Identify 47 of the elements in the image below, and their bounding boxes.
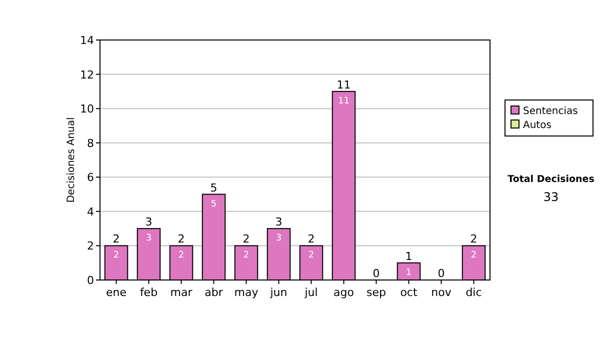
x-tick-label: ene [106, 286, 127, 299]
x-tick-label: jul [304, 286, 318, 299]
legend-label: Autos [523, 120, 552, 131]
total-label: 2 [112, 232, 120, 246]
total-label: 2 [308, 232, 315, 246]
y-tick-label: 8 [87, 136, 94, 150]
data-label: 2 [113, 250, 120, 261]
total-label: 0 [372, 267, 380, 280]
data-label: 2 [178, 250, 184, 261]
data-label: 2 [308, 250, 314, 261]
x-tick-label: may [234, 286, 259, 299]
y-tick-label: 12 [80, 68, 94, 82]
total-label: 1 [405, 250, 412, 263]
legend-label: Sentencias [523, 106, 578, 117]
total-label: 3 [275, 216, 282, 229]
data-label: 2 [243, 250, 250, 261]
data-label: 1 [406, 268, 412, 278]
total-label: 2 [242, 232, 250, 246]
y-tick-label: 14 [80, 34, 94, 47]
x-tick-label: mar [170, 286, 193, 299]
y-tick-label: 10 [80, 102, 94, 116]
y-tick-label: 2 [87, 240, 94, 253]
x-tick-label: jun [269, 286, 288, 299]
text: Total Decisiones [508, 174, 595, 185]
y-axis-title: Decisiones Anual [66, 117, 77, 203]
y-tick-label: 0 [87, 274, 94, 287]
x-tick-label: feb [140, 286, 158, 299]
x-tick-label: ago [334, 286, 354, 299]
total-label: 0 [438, 267, 445, 280]
y-tick-label: 4 [87, 205, 94, 218]
x-tick-label: nov [431, 286, 452, 299]
data-label: 11 [338, 96, 350, 106]
total-label: 11 [336, 78, 351, 92]
text: 33 [543, 190, 559, 204]
total-label: 5 [210, 181, 218, 194]
y-tick-label: 6 [87, 171, 94, 184]
data-label: 3 [276, 234, 282, 244]
data-label: 2 [470, 250, 477, 261]
data-label: 5 [210, 199, 217, 210]
data-label: 3 [146, 234, 152, 244]
total-label: 3 [145, 216, 152, 229]
x-tick-label: dic [466, 286, 482, 299]
x-tick-label: abr [204, 286, 224, 299]
total-label: 2 [470, 232, 478, 246]
x-tick-label: sep [366, 286, 386, 299]
x-tick-label: oct [400, 286, 418, 299]
total-label: 2 [178, 232, 185, 246]
